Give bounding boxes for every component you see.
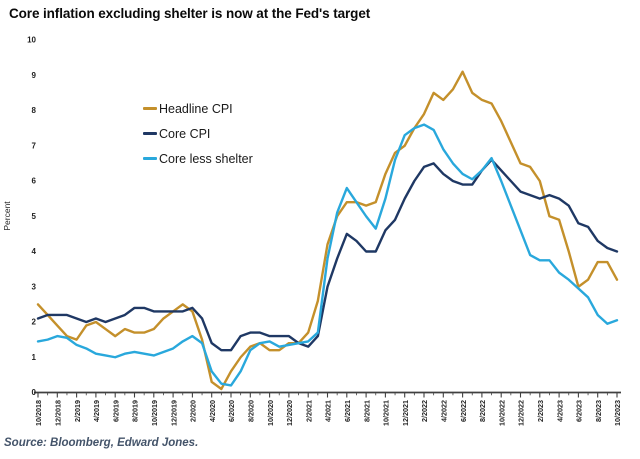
y-tick-label: 9 [32,71,37,80]
x-tick-label: 12/2020 [285,400,294,426]
x-tick-label: 4/2022 [440,400,449,422]
y-tick-label: 0 [32,388,37,397]
x-tick-label: 2/2023 [536,400,545,422]
x-tick-label: 6/2019 [111,400,120,422]
y-tick-label: 8 [32,106,37,115]
x-tick-label: 10/2023 [613,400,622,426]
x-tick-label: 12/2018 [54,400,63,426]
x-tick-label: 10/2019 [150,400,159,426]
series-line-core-cpi [36,158,619,352]
series-line-core-less-shelter [36,123,619,387]
x-tick-label: 12/2021 [401,400,410,426]
x-tick-label: 2/2019 [73,400,82,422]
x-tick-label: 2/2020 [189,400,198,422]
y-axis-title: Percent [2,201,12,231]
y-tick-label: 3 [32,282,37,291]
y-tick-label: 1 [32,353,37,362]
series-line-headline-cpi [36,70,619,391]
legend-item-core-cpi: Core CPI [143,121,253,146]
core-less-shelter-line-swatch [143,157,157,160]
x-tick-label: 4/2023 [555,400,564,422]
x-tick-label: 8/2021 [362,400,371,422]
legend-label: Headline CPI [159,101,233,116]
x-tick-label: 8/2022 [478,400,487,422]
y-tick-label: 10 [27,36,36,45]
x-tick-label: 10/2020 [266,400,275,426]
x-tick-label: 4/2021 [324,400,333,422]
chart-title: Core inflation excluding shelter is now … [9,6,371,21]
x-tick-label: 10/2018 [34,400,43,426]
x-tick-label: 4/2019 [92,400,101,422]
y-tick-label: 5 [32,212,37,221]
x-tick-label: 2/2021 [304,400,313,422]
y-tick-label: 4 [32,247,37,256]
x-tick-label: 6/2022 [459,400,468,422]
x-tick-label: 10/2022 [497,400,506,426]
x-tick-label: 8/2023 [594,400,603,422]
headline-cpi-line-swatch [143,107,157,110]
legend-label: Core CPI [159,126,211,141]
x-tick-label: 6/2023 [575,400,584,422]
legend-item-headline-cpi: Headline CPI [143,96,253,121]
x-tick-label: 8/2020 [247,400,256,422]
x-tick-label: 6/2021 [343,400,352,422]
source-note: Source: Bloomberg, Edward Jones. [4,437,199,449]
x-tick-label: 4/2020 [208,400,217,422]
x-tick-label: 12/2022 [517,400,526,426]
legend-item-core-less-shelter: Core less shelter [143,146,253,171]
x-tick-label: 10/2021 [382,400,391,426]
core-cpi-line-swatch [143,132,157,135]
y-tick-label: 7 [32,141,37,150]
chart-legend: Headline CPI Core CPI Core less shelter [143,96,253,171]
x-tick-label: 12/2019 [169,400,178,426]
y-tick-label: 2 [32,318,37,327]
x-tick-label: 8/2019 [131,400,140,422]
legend-label: Core less shelter [159,151,253,166]
x-tick-label: 6/2020 [227,400,236,422]
x-tick-label: 2/2022 [420,400,429,422]
y-tick-label: 6 [32,177,37,186]
